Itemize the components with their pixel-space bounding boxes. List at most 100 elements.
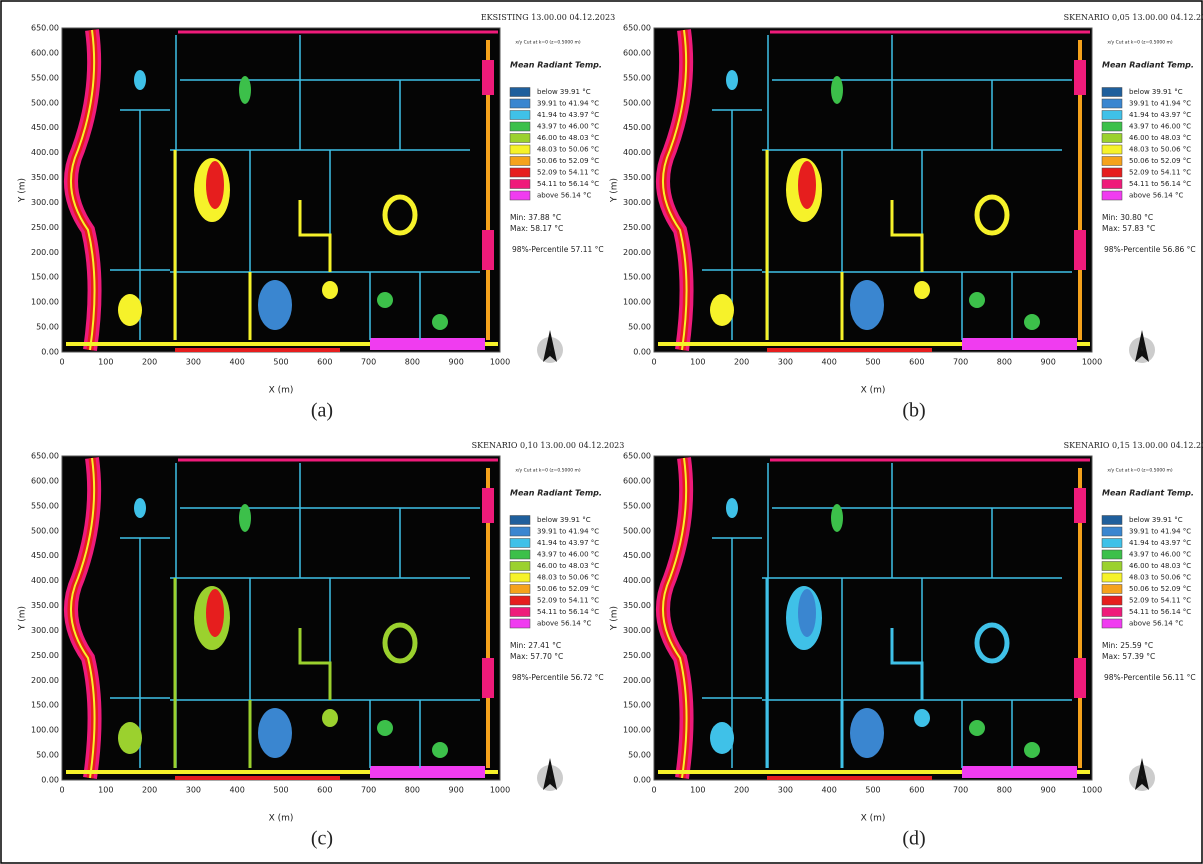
legend-title: Mean Radiant Temp. (1102, 489, 1194, 498)
x-tick-label: 600 (909, 358, 924, 367)
hot-spot (1024, 742, 1040, 758)
hot-zone (1074, 658, 1086, 698)
y-tick-label: 150.00 (31, 273, 59, 282)
legend-label: below 39.91 °C (537, 516, 591, 524)
hot-spot (206, 161, 224, 209)
legend-swatch (1102, 180, 1122, 189)
legend-swatch (510, 596, 530, 605)
hot-spot (322, 281, 338, 299)
cool-spot (258, 280, 292, 330)
legend-swatch (1102, 88, 1122, 97)
x-tick-label: 300 (778, 358, 793, 367)
legend-swatch (510, 180, 530, 189)
y-tick-label: 600.00 (31, 48, 59, 57)
legend-label: above 56.14 °C (537, 620, 591, 628)
hot-zone (1074, 488, 1086, 523)
x-tick-label: 500 (273, 358, 288, 367)
legend-swatch (510, 585, 530, 594)
legend-title: Mean Radiant Temp. (510, 61, 602, 70)
y-tick-label: 450.00 (31, 551, 59, 560)
y-tick-label: 500.00 (31, 98, 59, 107)
legend-swatch (510, 527, 530, 536)
legend-label: 48.03 to 50.06 °C (537, 574, 599, 582)
y-tick-label: 350.00 (31, 601, 59, 610)
hot-spot (432, 742, 448, 758)
hot-spot (914, 281, 930, 299)
hot-spot (206, 589, 224, 637)
cool-spot (831, 76, 843, 104)
legend-label: 48.03 to 50.06 °C (537, 146, 599, 154)
legend-swatch (1102, 539, 1122, 548)
cool-spot (831, 504, 843, 532)
y-tick-label: 400.00 (623, 148, 651, 157)
y-tick-label: 650.00 (623, 452, 651, 461)
y-tick-label: 0.00 (633, 348, 651, 357)
percentile: 98%-Percentile 57.11 °C (512, 245, 604, 254)
legend-swatch (510, 619, 530, 628)
legend-label: 39.91 to 41.94 °C (1129, 100, 1191, 108)
y-tick-label: 0.00 (41, 348, 59, 357)
y-tick-label: 250.00 (31, 651, 59, 660)
legend-swatch (1102, 562, 1122, 571)
x-tick-label: 800 (405, 358, 420, 367)
legend-swatch (510, 122, 530, 131)
legend-swatch (510, 88, 530, 97)
y-tick-label: 400.00 (31, 148, 59, 157)
legend-title: Mean Radiant Temp. (1102, 61, 1194, 70)
legend-swatch (1102, 134, 1122, 143)
legend-swatch (1102, 168, 1122, 177)
y-tick-label: 600.00 (623, 476, 651, 485)
y-tick-label: 0.00 (633, 776, 651, 785)
cool-spot (134, 498, 146, 518)
map-subtitle: x/y Cut at k=0 (z=0.5000 m) (515, 468, 581, 474)
y-tick-label: 450.00 (623, 551, 651, 560)
x-tick-label: 100 (98, 786, 113, 795)
legend-label: 39.91 to 41.94 °C (1129, 528, 1191, 536)
legend-label: 50.06 to 52.09 °C (1129, 157, 1191, 165)
y-tick-label: 600.00 (31, 476, 59, 485)
legend-label: 52.09 to 54.11 °C (1129, 597, 1191, 605)
hot-spot (914, 709, 930, 727)
x-tick-label: 100 (690, 786, 705, 795)
y-tick-label: 100.00 (31, 726, 59, 735)
y-tick-label: 350.00 (31, 173, 59, 182)
north-label: N (549, 775, 552, 780)
cool-spot (726, 498, 738, 518)
x-tick-label: 300 (186, 358, 201, 367)
max-value: Max: 57.39 °C (1102, 652, 1155, 661)
hot-zone (482, 658, 494, 698)
y-tick-label: 550.00 (31, 73, 59, 82)
legend-swatch (510, 111, 530, 120)
max-value: Max: 57.83 °C (1102, 224, 1155, 233)
y-tick-label: 150.00 (31, 701, 59, 710)
y-tick-label: 550.00 (623, 73, 651, 82)
x-tick-label: 800 (405, 786, 420, 795)
legend-label: 50.06 to 52.09 °C (537, 157, 599, 165)
hot-zone (962, 338, 1077, 350)
legend-label: above 56.14 °C (537, 192, 591, 200)
hot-zone (482, 60, 494, 95)
x-axis-label: X (m) (269, 814, 294, 824)
hot-zone (482, 230, 494, 270)
hot-zone (370, 338, 485, 350)
x-tick-label: 400 (230, 786, 245, 795)
y-tick-label: 400.00 (623, 576, 651, 585)
legend-swatch (510, 539, 530, 548)
y-tick-label: 50.00 (36, 323, 59, 332)
x-axis-label: X (m) (861, 814, 886, 824)
legend-label: 41.94 to 43.97 °C (1129, 111, 1191, 119)
caption: (d) (902, 828, 925, 850)
x-tick-label: 1000 (1082, 786, 1102, 795)
legend-label: 39.91 to 41.94 °C (537, 528, 599, 536)
x-tick-label: 0 (59, 358, 64, 367)
caption: (b) (902, 400, 925, 422)
map-subtitle: x/y Cut at k=0 (z=0.5000 m) (1107, 468, 1173, 474)
y-tick-label: 500.00 (623, 98, 651, 107)
x-tick-label: 700 (953, 786, 968, 795)
hot-spot (798, 589, 816, 637)
legend-label: 46.00 to 48.03 °C (537, 134, 599, 142)
legend-swatch (510, 157, 530, 166)
y-tick-label: 200.00 (31, 676, 59, 685)
legend-label: 54.11 to 56.14 °C (537, 180, 599, 188)
legend-swatch (1102, 585, 1122, 594)
